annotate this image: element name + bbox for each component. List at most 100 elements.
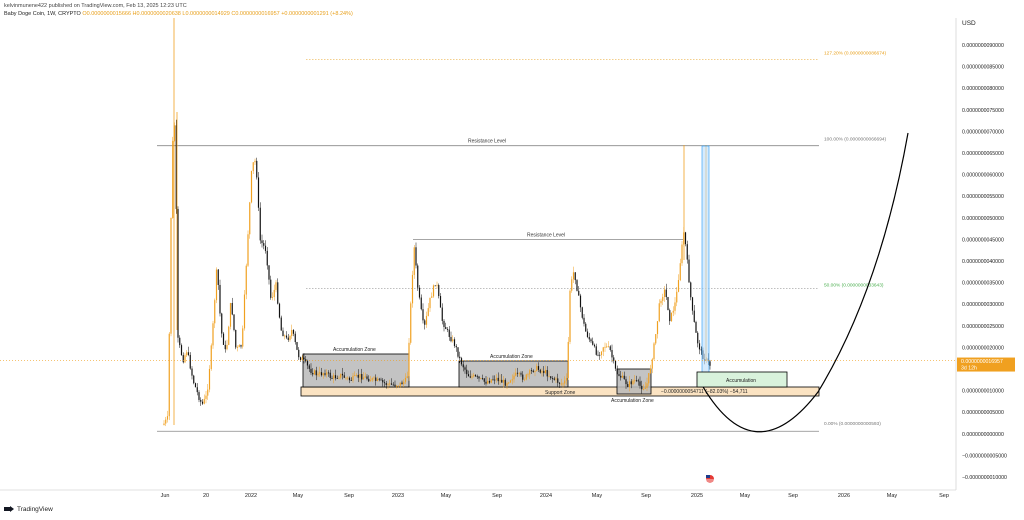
candle-body bbox=[179, 337, 181, 346]
candle-body bbox=[294, 333, 296, 343]
candle-body bbox=[396, 385, 398, 387]
candle-body bbox=[595, 346, 597, 355]
candle-body bbox=[243, 294, 246, 329]
candlestick-series[interactable] bbox=[163, 18, 711, 427]
candle-body bbox=[574, 272, 576, 281]
candle-body bbox=[371, 378, 373, 381]
candle-body bbox=[504, 379, 506, 386]
accumulation-zone-1 bbox=[302, 353, 410, 388]
symbol-name[interactable]: Baby Doge Coin, 1W, CRYPTO bbox=[4, 11, 81, 17]
candle-body bbox=[319, 372, 321, 374]
candle-body bbox=[205, 395, 207, 399]
candle-body bbox=[450, 336, 452, 342]
candle-body bbox=[642, 389, 645, 390]
candle-body bbox=[222, 333, 225, 345]
candle-body bbox=[627, 384, 629, 387]
accumulation-zone-3 bbox=[616, 368, 652, 395]
candle-body bbox=[350, 380, 352, 381]
candle-body bbox=[278, 303, 281, 318]
candle-body bbox=[170, 217, 172, 334]
ohlc-low: L0.0000000014929 bbox=[182, 11, 230, 17]
candle-body bbox=[452, 339, 454, 342]
candle-body bbox=[669, 310, 671, 322]
candle-body bbox=[361, 374, 363, 380]
candle-body bbox=[200, 399, 202, 402]
measure-range-box[interactable] bbox=[701, 145, 710, 383]
candle-body bbox=[257, 177, 260, 208]
candle-body bbox=[366, 376, 368, 379]
candle-body bbox=[408, 342, 410, 377]
candle-body bbox=[614, 360, 617, 369]
candle-body bbox=[264, 245, 267, 251]
candle-body bbox=[271, 297, 274, 298]
time-axis[interactable]: Jun 20 2022 May Sep 2023 May Sep 2024 May Sep 2025 M… bbox=[161, 493, 949, 499]
candle-body bbox=[303, 357, 305, 360]
candle-body bbox=[404, 377, 407, 382]
candle-body bbox=[329, 372, 331, 378]
candle-body bbox=[488, 380, 491, 383]
candle-body bbox=[186, 352, 188, 356]
candle-body bbox=[298, 349, 300, 358]
candle-body bbox=[380, 379, 382, 381]
candle-body bbox=[557, 378, 559, 383]
candle-body bbox=[474, 375, 477, 377]
candle-body bbox=[443, 320, 445, 327]
candle-body bbox=[385, 383, 387, 385]
candle-body bbox=[560, 383, 562, 385]
candle-body bbox=[368, 378, 370, 382]
us-flag-icon[interactable] bbox=[706, 475, 714, 483]
projection-curve[interactable] bbox=[697, 132, 909, 433]
footer-brand[interactable]: TradingView bbox=[4, 506, 53, 513]
candle-body bbox=[397, 385, 400, 387]
candle-body bbox=[308, 365, 310, 369]
candle-body bbox=[285, 335, 288, 338]
candle-body bbox=[520, 373, 522, 375]
support-zone-label: Support Zone bbox=[545, 390, 576, 396]
candle-body bbox=[165, 419, 167, 424]
accumulation-new-label: Accumulation bbox=[726, 378, 756, 384]
candle-body bbox=[326, 372, 328, 375]
time-axis-tick: Sep bbox=[492, 493, 502, 499]
resistance-label-top: Resistance Level bbox=[468, 139, 506, 145]
current-price-tag bbox=[957, 357, 1015, 372]
candle-body bbox=[233, 314, 235, 330]
candle-body bbox=[362, 377, 365, 380]
candle-body bbox=[586, 331, 589, 337]
candle-body bbox=[620, 375, 622, 378]
candle-body bbox=[261, 240, 263, 244]
candle-body bbox=[327, 372, 330, 374]
candle-body bbox=[256, 160, 258, 178]
candle-body bbox=[604, 346, 606, 348]
candle-body bbox=[546, 369, 548, 377]
candle-body bbox=[310, 368, 312, 373]
candle-body bbox=[296, 342, 298, 350]
candle-body bbox=[411, 274, 414, 304]
candle-body bbox=[593, 344, 596, 347]
candle-body bbox=[333, 375, 335, 379]
price-axis-tick: 0.0000000045000 bbox=[962, 237, 1004, 243]
candle-body bbox=[473, 375, 475, 377]
candle-body bbox=[537, 366, 540, 370]
candle-body bbox=[700, 349, 702, 351]
price-axis-tick: 0.0000000005000 bbox=[962, 410, 1004, 416]
ohlc-high: H0.0000000020638 bbox=[132, 11, 181, 17]
candle-body bbox=[501, 379, 503, 383]
candle-body bbox=[427, 308, 429, 316]
price-axis-tick: 0.0000000070000 bbox=[962, 129, 1004, 135]
candle-body bbox=[499, 379, 501, 382]
candle-body bbox=[446, 329, 449, 330]
candle-body bbox=[569, 290, 571, 342]
candle-body bbox=[466, 369, 468, 375]
candle-body bbox=[207, 389, 209, 396]
candle-body bbox=[375, 377, 377, 381]
candle-body bbox=[196, 387, 198, 393]
candle-body bbox=[317, 373, 319, 376]
candle-body bbox=[688, 259, 690, 283]
time-axis-tick: May bbox=[740, 493, 751, 499]
fib-100-label: 100.00% (0.0000000066694) bbox=[824, 137, 887, 143]
candle-body bbox=[686, 244, 688, 260]
candle-body bbox=[600, 351, 603, 356]
price-axis[interactable]: 0.0000000090000 0.0000000085000 0.00000000… bbox=[962, 43, 1007, 481]
candle-body bbox=[672, 310, 674, 313]
